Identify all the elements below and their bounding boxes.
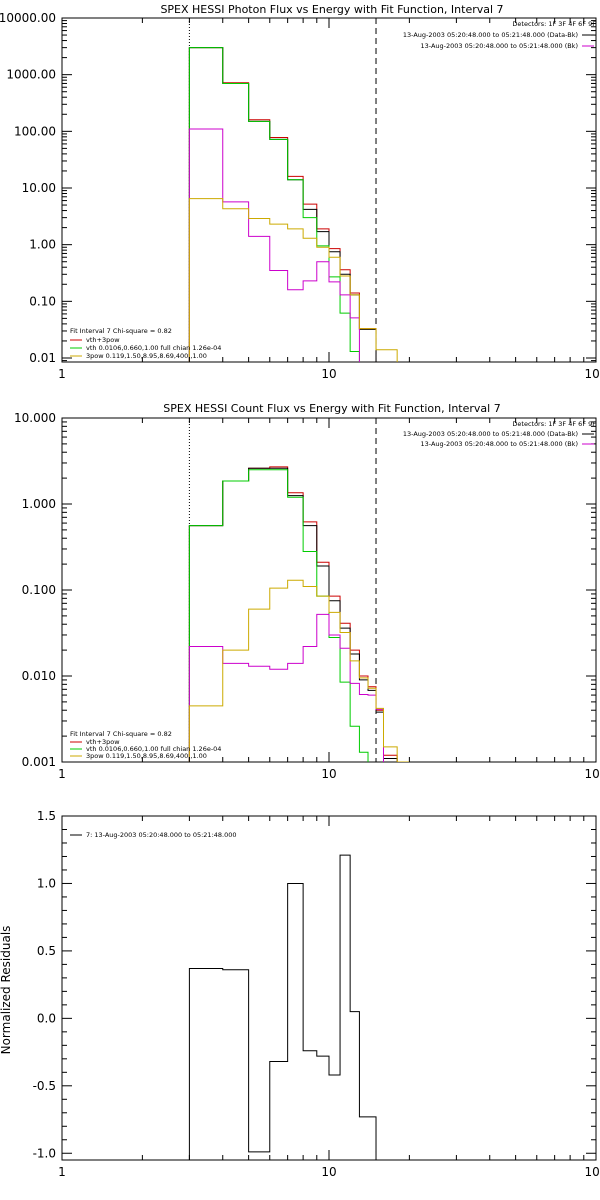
legend-vth: vth 0.0106,0.660,1.00 full chian 1.26e-0… — [86, 745, 221, 753]
count-flux-title: SPEX HESSI Count Flux vs Energy with Fit… — [163, 402, 500, 415]
y-tick-label: 100.00 — [14, 124, 56, 138]
legend-bk: 13-Aug-2003 05:20:48.000 to 05:21:48.000… — [421, 440, 578, 448]
legend-3pow: 3pow 0.119,1.50,8.95,8.69,400.,1.00 — [86, 752, 207, 760]
legend-data-minus-bk: 13-Aug-2003 05:20:48.000 to 05:21:48.000… — [403, 31, 578, 39]
y-tick-label: 0.01 — [29, 351, 56, 365]
histogram-series-3 — [188, 128, 360, 362]
legend-data-minus-bk: 13-Aug-2003 05:20:48.000 to 05:21:48.000… — [403, 430, 578, 438]
histogram-series-1 — [188, 47, 377, 362]
residuals-panel: 1 10 100 -1.0 -0.5 0.0 0.5 1.0 1.5 Normalized Re… — [0, 809, 600, 1179]
y-tick-label: -0.5 — [33, 1079, 56, 1093]
legend-bk: 13-Aug-2003 05:20:48.000 to 05:21:48.000… — [421, 42, 578, 50]
histogram-series-2 — [188, 469, 369, 762]
count-flux-panel: SPEX HESSI Count Flux vs Energy with Fit… — [14, 402, 600, 781]
y-tick-label: 0.001 — [22, 755, 56, 769]
y-tick-label: 1.5 — [37, 809, 56, 823]
histogram-series-0 — [188, 47, 377, 362]
y-tick-label: 1.000 — [22, 497, 56, 511]
y-tick-label: -1.0 — [33, 1146, 56, 1160]
plot-frame — [61, 17, 597, 363]
photon-flux-legend-bottom: Fit Interval 7 Chi-square = 0.82 vth+3po… — [70, 327, 221, 360]
histogram-series-4 — [188, 198, 398, 362]
x-tick-label: 100 — [585, 767, 600, 781]
histogram-series-4 — [188, 579, 410, 762]
y-tick-label: 0.010 — [22, 669, 56, 683]
legend-fit-interval: Fit Interval 7 Chi-square = 0.82 — [70, 327, 172, 335]
x-tick-label: 10 — [321, 767, 336, 781]
x-tick-label: 10 — [321, 367, 336, 381]
x-tick-label: 100 — [585, 367, 600, 381]
histogram-series-2 — [188, 47, 360, 362]
histogram-series-1 — [188, 467, 398, 762]
photon-flux-title: SPEX HESSI Photon Flux vs Energy with Fi… — [160, 3, 503, 16]
y-tick-label: 1.00 — [29, 238, 56, 252]
y-tick-label: 0.100 — [22, 583, 56, 597]
y-tick-label: 1.0 — [37, 876, 56, 890]
x-tick-label: 10 — [321, 1165, 336, 1179]
residuals-y-axis-label: Normalized Residuals — [0, 926, 13, 1055]
legend-vth-3pow: vth+3pow — [86, 738, 120, 746]
residuals-legend: 7: 13-Aug-2003 05:20:48.000 to 05:21:48.… — [70, 831, 237, 839]
y-tick-label: 0.0 — [37, 1011, 56, 1025]
legend-residuals: 7: 13-Aug-2003 05:20:48.000 to 05:21:48.… — [86, 831, 237, 839]
histogram-series-0 — [188, 854, 377, 1160]
legend-vth: vth 0.0106,0.660,1.00 full chian 1.26e-0… — [86, 344, 221, 352]
y-tick-label: 1000.00 — [6, 68, 56, 82]
count-flux-legend-bottom: Fit Interval 7 Chi-square = 0.82 vth+3po… — [70, 730, 221, 760]
plot-frame — [61, 815, 597, 1161]
legend-detectors: Detectors: 1F 3F 4F 6F 9F — [512, 20, 596, 28]
x-tick-label: 1 — [58, 367, 66, 381]
histogram-series-3 — [188, 613, 384, 762]
y-tick-label: 10000.00 — [0, 11, 56, 25]
x-tick-label: 1 — [58, 767, 66, 781]
y-tick-label: 0.10 — [29, 294, 56, 308]
x-tick-label: 1 — [58, 1165, 66, 1179]
legend-fit-interval: Fit Interval 7 Chi-square = 0.82 — [70, 730, 172, 738]
legend-detectors: Detectors: 1F 3F 4F 6F 9F — [512, 420, 596, 428]
y-tick-label: 0.5 — [37, 944, 56, 958]
x-tick-label: 100 — [585, 1165, 600, 1179]
y-tick-label: 10.000 — [14, 411, 56, 425]
histogram-series-0 — [188, 466, 398, 762]
legend-vth-3pow: vth+3pow — [86, 336, 120, 344]
legend-3pow: 3pow 0.119,1.50,8.95,8.69,400.,1.00 — [86, 352, 207, 360]
photon-flux-legend-top: Detectors: 1F 3F 4F 6F 9F 13-Aug-2003 05… — [403, 20, 596, 50]
y-tick-label: 10.00 — [22, 181, 56, 195]
photon-flux-panel: SPEX HESSI Photon Flux vs Energy with Fi… — [0, 3, 600, 381]
count-flux-legend-top: Detectors: 1F 3F 4F 6F 9F 13-Aug-2003 05… — [403, 420, 596, 448]
